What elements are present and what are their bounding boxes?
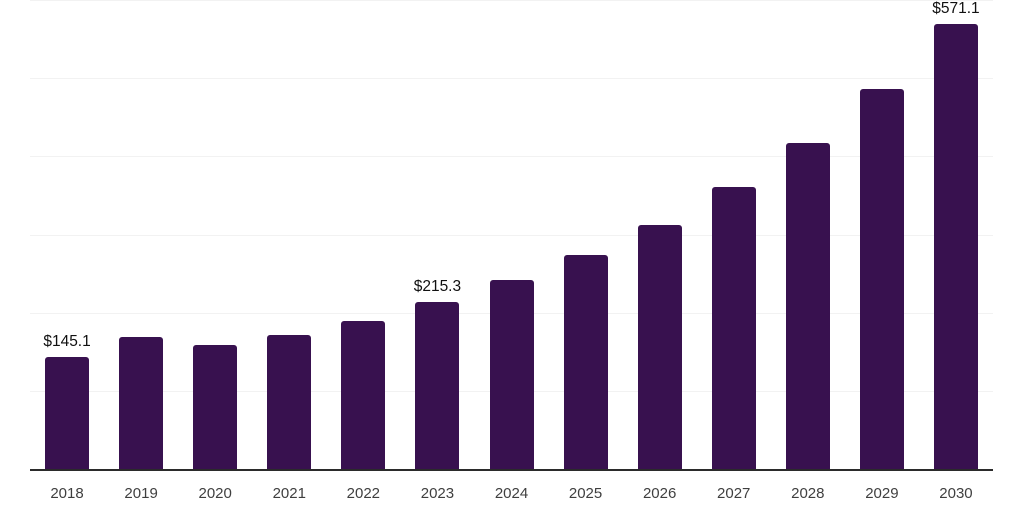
value-label-2023: $215.3 (413, 277, 462, 295)
bar-2020 (193, 344, 238, 470)
x-tick-label-2028: 2028 (791, 485, 825, 502)
x-tick-label-2023: 2023 (420, 485, 455, 502)
bar-2026 (637, 224, 682, 470)
x-tick-label-2021: 2021 (272, 485, 306, 502)
x-tick-label-2030: 2030 (939, 485, 973, 502)
x-tick-label-2019: 2019 (124, 485, 158, 502)
x-tick-label-2025: 2025 (568, 485, 603, 502)
gridline-600 (30, 0, 993, 1)
plot-area: $145.1 $215.3 $571.1 (30, 0, 993, 471)
x-tick-label-2029: 2029 (865, 485, 899, 502)
gridline-400 (30, 156, 993, 158)
bar-2021 (267, 334, 312, 470)
x-tick-label-2026: 2026 (642, 485, 677, 502)
x-tick-label-2018: 2018 (50, 485, 84, 502)
x-tick-label-2024: 2024 (494, 485, 529, 502)
x-tick-label-2022: 2022 (346, 485, 381, 502)
x-tick-label-2020: 2020 (198, 485, 232, 502)
bar-2025 (563, 255, 608, 470)
bar-2019 (119, 337, 164, 470)
bar-2018 (45, 356, 90, 470)
bar-2030 (933, 23, 978, 470)
bar-2022 (341, 320, 386, 470)
bar-2027 (711, 187, 756, 470)
bar-2028 (785, 143, 830, 470)
bar-2023 (415, 301, 460, 470)
value-label-2018: $145.1 (43, 332, 91, 350)
gridline-500 (30, 78, 993, 80)
x-tick-label-2027: 2027 (717, 485, 751, 502)
value-label-2030: $571.1 (932, 0, 980, 17)
gridline-300 (30, 234, 993, 236)
bar-2024 (489, 280, 534, 470)
x-axis-line (30, 469, 993, 471)
bar-2029 (859, 89, 904, 470)
